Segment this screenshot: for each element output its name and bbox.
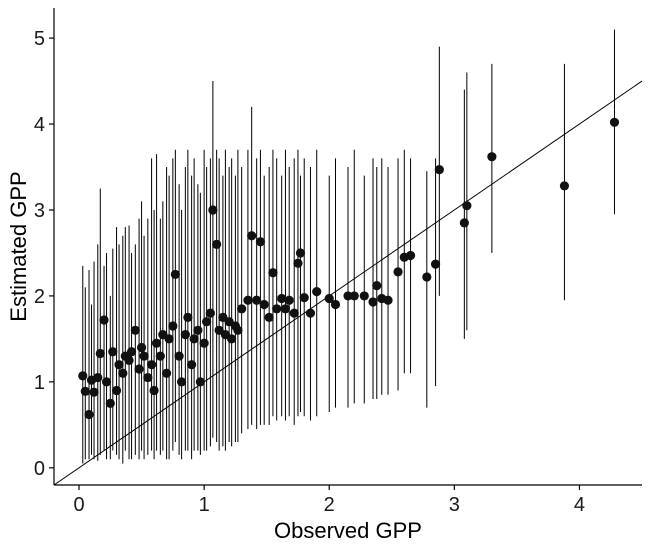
data-point bbox=[147, 360, 156, 369]
data-point bbox=[162, 369, 171, 378]
data-point bbox=[290, 309, 299, 318]
data-point bbox=[208, 205, 217, 214]
data-point bbox=[237, 304, 246, 313]
y-tick-label: 2 bbox=[34, 286, 45, 308]
data-point bbox=[181, 330, 190, 339]
data-point bbox=[196, 377, 205, 386]
data-point bbox=[460, 218, 469, 227]
data-point bbox=[293, 259, 302, 268]
data-point bbox=[193, 326, 202, 335]
y-tick-label: 5 bbox=[34, 28, 45, 50]
data-point bbox=[331, 300, 340, 309]
data-point bbox=[268, 268, 277, 277]
data-point bbox=[206, 309, 215, 318]
data-point bbox=[372, 281, 381, 290]
data-point bbox=[102, 377, 111, 386]
data-point bbox=[106, 399, 115, 408]
data-point bbox=[200, 339, 209, 348]
reference-line-layer bbox=[54, 81, 642, 485]
data-point bbox=[487, 152, 496, 161]
data-point bbox=[171, 270, 180, 279]
data-point bbox=[139, 351, 148, 360]
data-point bbox=[202, 317, 211, 326]
data-point bbox=[187, 360, 196, 369]
x-tick-label: 2 bbox=[324, 494, 335, 516]
data-point bbox=[84, 410, 93, 419]
data-point bbox=[177, 377, 186, 386]
data-point bbox=[156, 351, 165, 360]
data-point bbox=[312, 287, 321, 296]
reference-line bbox=[54, 81, 642, 485]
data-point bbox=[134, 364, 143, 373]
data-point bbox=[247, 231, 256, 240]
data-point bbox=[89, 388, 98, 397]
data-point bbox=[431, 260, 440, 269]
data-point bbox=[560, 181, 569, 190]
data-points bbox=[78, 118, 619, 419]
data-point bbox=[131, 326, 140, 335]
data-point bbox=[168, 321, 177, 330]
data-point bbox=[406, 251, 415, 260]
data-point bbox=[281, 304, 290, 313]
data-point bbox=[127, 347, 136, 356]
data-point bbox=[260, 300, 269, 309]
data-point bbox=[435, 165, 444, 174]
data-point bbox=[285, 296, 294, 305]
x-tick-label: 1 bbox=[199, 494, 210, 516]
data-point bbox=[265, 313, 274, 322]
data-point bbox=[190, 334, 199, 343]
data-point bbox=[350, 291, 359, 300]
data-point bbox=[108, 347, 117, 356]
data-point bbox=[99, 315, 108, 324]
data-point bbox=[164, 334, 173, 343]
data-point bbox=[393, 267, 402, 276]
data-point bbox=[383, 296, 392, 305]
data-point bbox=[360, 291, 369, 300]
data-point bbox=[300, 293, 309, 302]
x-tick-label: 3 bbox=[449, 494, 460, 516]
data-point bbox=[152, 339, 161, 348]
data-point bbox=[272, 304, 281, 313]
data-point bbox=[114, 360, 123, 369]
data-point bbox=[243, 296, 252, 305]
y-axis-title: Estimated GPP bbox=[6, 171, 31, 321]
data-point bbox=[212, 240, 221, 249]
data-point bbox=[118, 369, 127, 378]
y-tick-label: 4 bbox=[34, 114, 45, 136]
data-point bbox=[143, 373, 152, 382]
data-point bbox=[183, 313, 192, 322]
x-tick-label: 0 bbox=[73, 494, 84, 516]
data-point bbox=[149, 386, 158, 395]
data-point bbox=[610, 118, 619, 127]
x-axis-title: Observed GPP bbox=[274, 518, 422, 543]
data-point bbox=[93, 373, 102, 382]
data-point bbox=[422, 272, 431, 281]
data-point bbox=[78, 371, 87, 380]
data-point bbox=[137, 343, 146, 352]
data-point bbox=[96, 349, 105, 358]
y-tick-label: 3 bbox=[34, 200, 45, 222]
data-point bbox=[81, 387, 90, 396]
data-point bbox=[124, 356, 133, 365]
data-point bbox=[306, 309, 315, 318]
x-tick-label: 4 bbox=[574, 494, 585, 516]
data-point bbox=[296, 248, 305, 257]
data-point bbox=[462, 201, 471, 210]
data-point bbox=[227, 334, 236, 343]
data-point bbox=[368, 297, 377, 306]
error-bars bbox=[83, 29, 615, 463]
data-point bbox=[112, 386, 121, 395]
data-point bbox=[256, 237, 265, 246]
y-tick-label: 0 bbox=[34, 458, 45, 480]
data-point bbox=[175, 351, 184, 360]
data-point bbox=[233, 326, 242, 335]
y-tick-label: 1 bbox=[34, 372, 45, 394]
